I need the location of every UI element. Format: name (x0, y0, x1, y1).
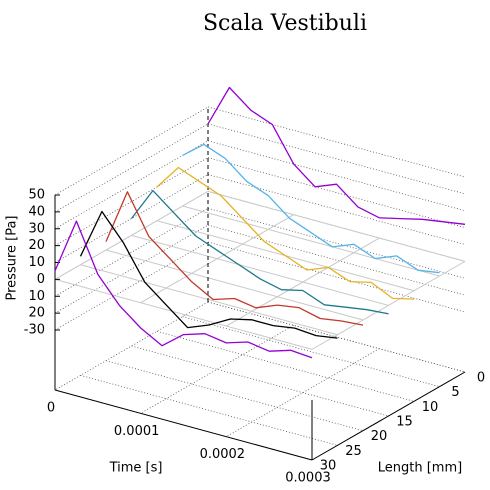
x-axis-label: Time [s] (109, 461, 163, 476)
back-grid-line (207, 157, 466, 229)
back-grid-line (207, 207, 466, 279)
back-grid-line (207, 224, 466, 296)
series-line (105, 191, 364, 326)
z-tick-label: 0 (37, 272, 45, 287)
z-tick-label: 40 (28, 204, 45, 219)
z-tick-label: 30 (28, 221, 45, 236)
side-grid-line (54, 174, 209, 263)
grid-line (80, 264, 338, 336)
back-grid-line (207, 106, 466, 178)
floor-grid-line (131, 345, 389, 417)
chart-title: Scala Vestibuli (203, 11, 367, 36)
x-tick-label: 0.0001 (114, 424, 160, 439)
y-tick-label: 10 (422, 400, 439, 415)
series-line (130, 189, 389, 315)
series-line (207, 86, 466, 225)
z-tick-label: 10 (28, 289, 45, 304)
x-axis (54, 389, 313, 461)
side-grid-line (54, 241, 209, 331)
floor-grid-line (105, 360, 364, 432)
series-line (156, 166, 415, 300)
y-axis-label: Length [mm] (378, 461, 462, 476)
x-tick-label: 0.0002 (200, 447, 246, 462)
y-axis (311, 371, 466, 461)
z-tick-label: 20 (28, 306, 45, 321)
series-line (54, 220, 313, 359)
series-line (79, 210, 338, 339)
z-tick-label: 50 (28, 188, 45, 203)
y-tick-label: 0 (477, 371, 485, 386)
z-tick-label: 10 (28, 255, 45, 270)
series-line (182, 143, 440, 274)
y-tick-label: 5 (451, 385, 459, 400)
grid-line (105, 249, 364, 321)
z-axis-label: Pressure [Pa] (5, 215, 20, 300)
y-tick-label: 25 (345, 444, 362, 459)
grid-line (131, 234, 389, 306)
side-grid-line (54, 157, 209, 246)
side-grid-line (54, 106, 209, 196)
z-tick-label: 20 (28, 238, 45, 253)
grid-line (54, 278, 313, 350)
grid-line (207, 190, 466, 262)
floor-grid-line (140, 324, 294, 414)
back-grid-line (207, 123, 466, 195)
y-tick-label: 15 (396, 415, 413, 430)
y-tick-label: 30 (320, 459, 337, 474)
y-tick-label: 20 (371, 429, 388, 444)
back-grid-line (207, 140, 466, 212)
side-grid-line (54, 224, 209, 314)
side-grid-line (54, 140, 209, 230)
side-grid-line (54, 123, 209, 213)
grid-line (182, 205, 440, 277)
z-tick-label: -30 (24, 323, 45, 338)
side-grid-line (54, 207, 209, 297)
back-grid-line (207, 241, 466, 313)
x-tick-label: 0 (47, 401, 55, 416)
x-tick-label: 0.0003 (285, 471, 331, 486)
